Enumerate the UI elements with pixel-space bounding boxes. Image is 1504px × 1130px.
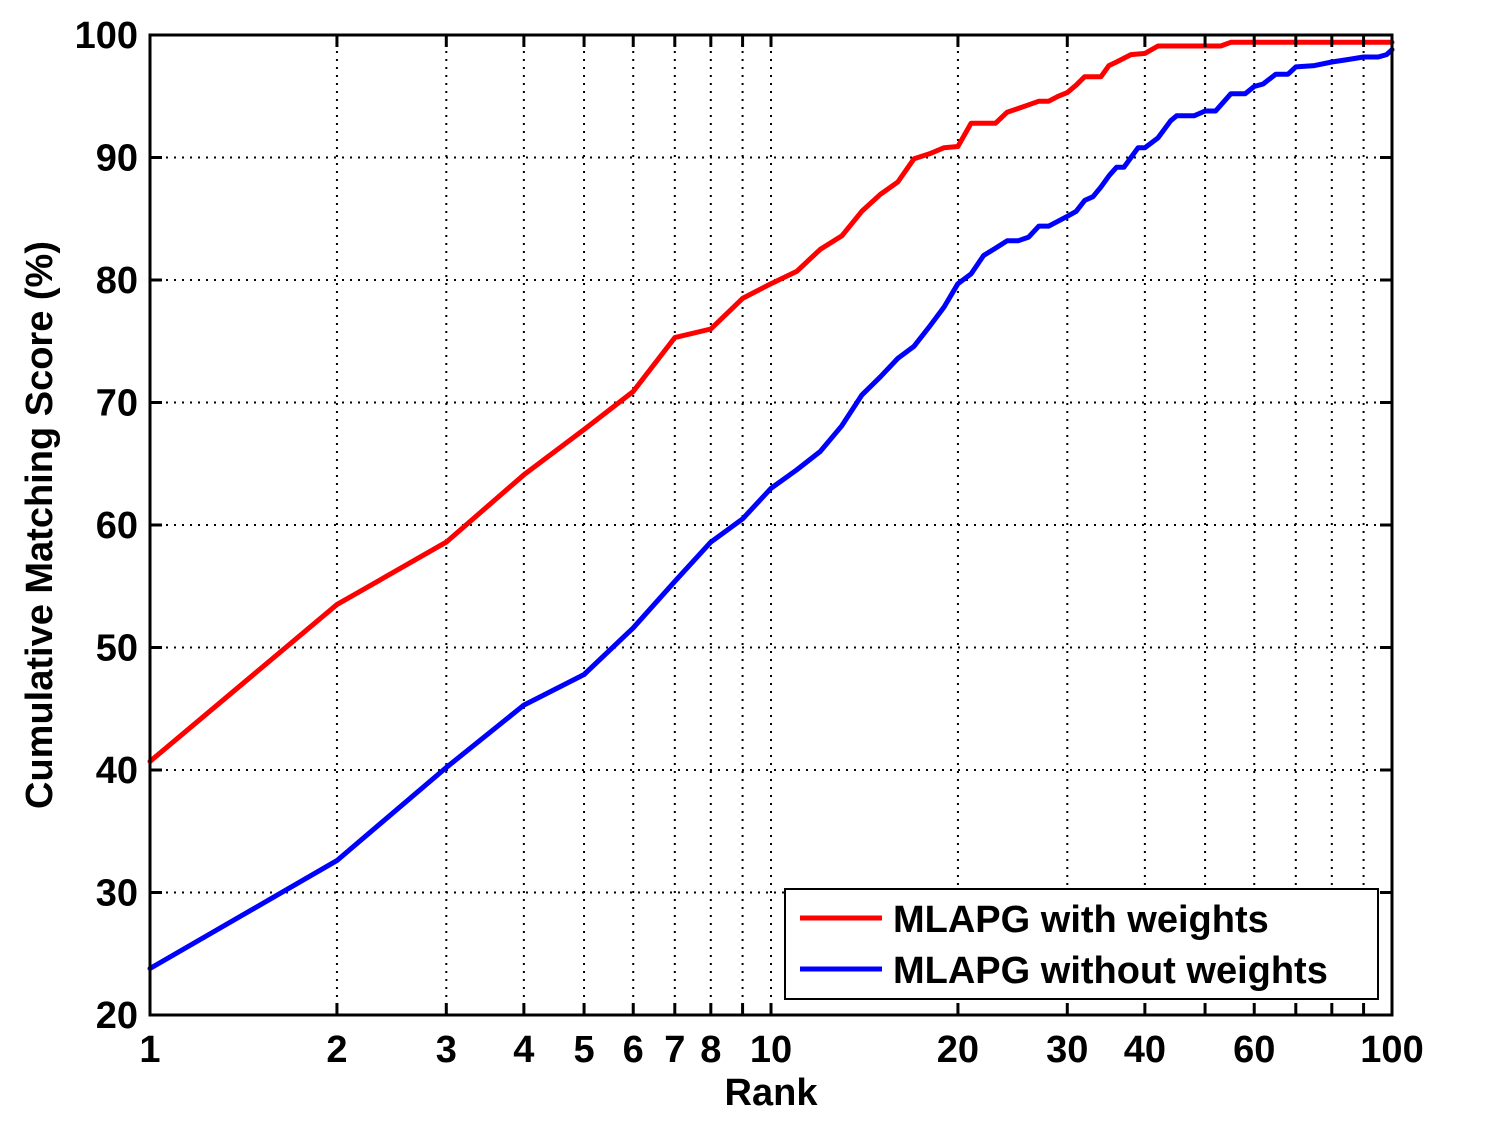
legend-label-without-weights: MLAPG without weights bbox=[893, 950, 1328, 992]
series-line-0 bbox=[147, 39, 1395, 764]
y-tick-label: 20 bbox=[96, 995, 138, 1037]
x-tick-label: 3 bbox=[436, 1029, 457, 1071]
x-tick-label: 100 bbox=[1360, 1029, 1423, 1071]
ticks bbox=[148, 33, 1394, 1017]
x-tick-labels: 1 2 3 4 5 6 7 8 10 20 30 40 60 100 bbox=[139, 1029, 1423, 1071]
x-tick-label: 4 bbox=[513, 1029, 534, 1071]
series-layer bbox=[147, 39, 1395, 971]
x-tick-label: 10 bbox=[750, 1029, 792, 1071]
x-tick-label: 2 bbox=[326, 1029, 347, 1071]
x-tick-label: 60 bbox=[1233, 1029, 1275, 1071]
legend-box bbox=[784, 888, 1379, 1000]
legend-label-with-weights: MLAPG with weights bbox=[893, 899, 1269, 941]
grid bbox=[150, 35, 1392, 1015]
y-tick-labels: 20 30 40 50 60 70 80 90 100 bbox=[75, 15, 138, 1037]
legend: MLAPG with weights MLAPG without weights bbox=[784, 888, 1379, 1000]
x-axis-title: Rank bbox=[725, 1072, 819, 1114]
y-tick-label: 50 bbox=[96, 628, 138, 670]
y-tick-label: 30 bbox=[96, 873, 138, 915]
x-tick-label: 30 bbox=[1046, 1029, 1088, 1071]
y-tick-label: 80 bbox=[96, 260, 138, 302]
x-tick-label: 5 bbox=[573, 1029, 594, 1071]
y-tick-label: 70 bbox=[96, 383, 138, 425]
x-tick-label: 40 bbox=[1124, 1029, 1166, 1071]
y-tick-label: 100 bbox=[75, 15, 138, 57]
series-line-1 bbox=[147, 47, 1395, 971]
y-axis-title: Cumulative Matching Score (%) bbox=[19, 241, 61, 809]
x-tick-label: 20 bbox=[937, 1029, 979, 1071]
x-tick-label: 1 bbox=[139, 1029, 160, 1071]
x-tick-label: 8 bbox=[700, 1029, 721, 1071]
y-tick-label: 90 bbox=[96, 138, 138, 180]
y-tick-label: 40 bbox=[96, 750, 138, 792]
y-tick-label: 60 bbox=[96, 505, 138, 547]
x-tick-label: 7 bbox=[664, 1029, 685, 1071]
x-tick-label: 6 bbox=[623, 1029, 644, 1071]
